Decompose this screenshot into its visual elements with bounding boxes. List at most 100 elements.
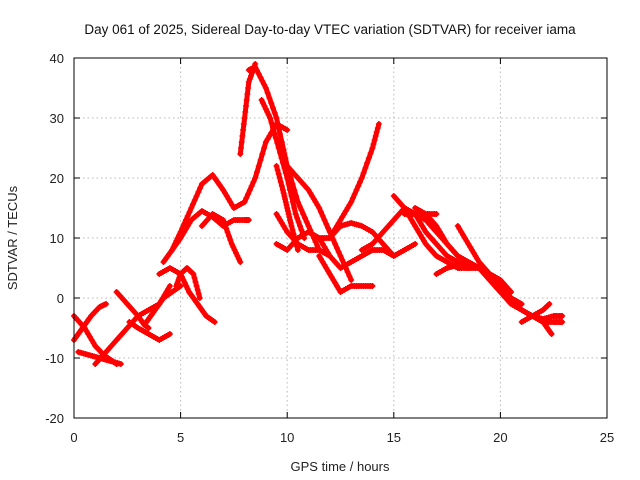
data-point-marker xyxy=(250,179,257,185)
series-trace xyxy=(237,61,258,157)
x-tick-label: 25 xyxy=(600,430,614,445)
data-point-marker xyxy=(289,227,296,233)
data-point-marker xyxy=(267,115,274,121)
data-point-marker xyxy=(103,301,109,307)
series-arc-17 xyxy=(273,211,333,259)
data-point-marker xyxy=(326,229,333,235)
data-point-marker xyxy=(508,289,515,295)
data-point-marker xyxy=(275,123,282,129)
data-point-marker xyxy=(284,127,291,133)
data-point-marker xyxy=(237,151,244,157)
series-arc-9 xyxy=(156,265,218,325)
data-point-marker xyxy=(433,211,440,217)
data-point-marker xyxy=(117,361,124,367)
data-point-marker xyxy=(287,217,293,223)
y-tick-label: -20 xyxy=(45,411,64,426)
data-point-marker xyxy=(288,223,295,229)
series-arc-20 xyxy=(316,253,376,295)
data-point-marker xyxy=(246,76,253,82)
data-point-marker xyxy=(370,141,377,147)
series-arc-7 xyxy=(143,283,184,325)
y-axis-label: SDTVAR / TECUs xyxy=(5,185,20,290)
data-point-marker xyxy=(367,150,374,156)
data-point-marker xyxy=(281,193,288,199)
data-point-marker xyxy=(369,283,376,289)
data-point-marker xyxy=(412,241,419,247)
data-point-marker xyxy=(275,171,282,177)
data-point-marker xyxy=(188,205,195,211)
data-point-marker xyxy=(362,165,369,171)
data-point-marker xyxy=(319,213,326,219)
data-point-marker xyxy=(259,78,266,84)
data-point-marker xyxy=(257,74,264,81)
data-point-marker xyxy=(337,253,344,259)
data-point-marker xyxy=(272,135,279,141)
data-point-marker xyxy=(278,155,285,161)
data-point-marker xyxy=(284,175,291,181)
data-point-marker xyxy=(227,237,234,243)
x-tick-label: 5 xyxy=(177,430,184,445)
series-arc-2 xyxy=(71,301,109,343)
series-arc-6 xyxy=(126,319,173,343)
data-point-marker xyxy=(332,241,339,247)
data-point-marker xyxy=(296,203,303,209)
data-point-marker xyxy=(289,199,296,205)
data-point-marker xyxy=(297,223,303,229)
data-point-marker xyxy=(285,181,292,187)
data-point-marker xyxy=(365,155,372,161)
x-axis-label: GPS time / hours xyxy=(291,459,390,474)
data-point-marker xyxy=(273,115,280,121)
data-point-marker xyxy=(145,325,152,331)
data-point-marker xyxy=(257,157,264,163)
data-point-marker xyxy=(284,208,291,214)
data-point-marker xyxy=(318,209,324,215)
data-point-marker xyxy=(330,237,337,243)
data-point-marker xyxy=(196,295,203,301)
y-tick-labels: -20 -10 0 10 20 30 40 xyxy=(45,51,64,426)
data-point-marker xyxy=(166,331,173,337)
data-point-marker xyxy=(295,219,302,225)
data-point-marker xyxy=(240,121,247,127)
data-point-marker xyxy=(369,145,376,151)
data-point-marker xyxy=(344,269,351,275)
x-tick-label: 15 xyxy=(387,430,401,445)
series-arc-16 xyxy=(273,163,301,253)
data-point-marker xyxy=(271,130,278,136)
data-point-marker xyxy=(189,270,196,276)
data-point-marker xyxy=(186,209,193,215)
data-point-marker xyxy=(192,279,199,285)
data-point-marker xyxy=(545,302,552,308)
data-point-marker xyxy=(360,170,367,176)
data-point-marker xyxy=(268,120,275,126)
data-point-marker xyxy=(279,160,286,166)
data-point-marker xyxy=(274,167,281,173)
data-point-marker xyxy=(268,100,275,106)
data-point-marker xyxy=(245,217,252,223)
data-point-marker xyxy=(241,115,248,121)
data-point-marker xyxy=(282,196,289,202)
y-tick-label: -10 xyxy=(45,351,64,366)
data-point-marker xyxy=(283,202,290,208)
data-series xyxy=(71,61,566,367)
y-tick-label: 0 xyxy=(57,291,64,306)
data-point-marker xyxy=(351,191,358,197)
data-point-marker xyxy=(316,205,323,211)
data-point-marker xyxy=(280,190,287,196)
data-point-marker xyxy=(372,133,379,139)
data-point-marker xyxy=(246,187,253,193)
data-point-marker xyxy=(194,287,201,293)
data-point-marker xyxy=(243,195,250,201)
data-point-marker xyxy=(285,211,292,217)
data-point-marker xyxy=(277,150,284,156)
data-point-marker xyxy=(191,197,198,203)
data-point-marker xyxy=(261,145,268,151)
data-point-marker xyxy=(546,301,553,307)
data-point-marker xyxy=(259,151,266,157)
data-point-marker xyxy=(287,220,294,226)
data-point-marker xyxy=(184,213,191,219)
series-arc-13 xyxy=(237,61,259,157)
y-tick-label: 10 xyxy=(50,231,64,246)
data-point-marker xyxy=(193,283,200,289)
plot-frame xyxy=(73,57,608,419)
data-point-marker xyxy=(335,249,342,255)
